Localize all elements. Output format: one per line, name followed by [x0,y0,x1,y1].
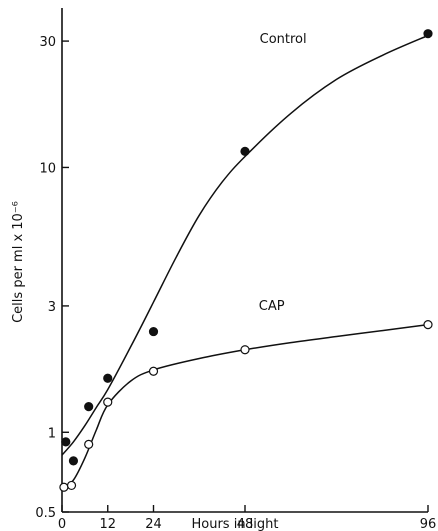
curve-control [61,34,429,456]
data-point-control [423,29,433,39]
y-tick-label: 10 [39,161,56,176]
series-label-cap: CAP [259,299,285,314]
data-point-cap [240,345,250,355]
x-tick-label: 96 [420,517,437,531]
data-point-control [148,326,159,337]
data-point-cap [84,439,94,449]
data-point-control [103,373,113,383]
x-tick-label: 24 [145,517,162,531]
x-tick-label: 0 [58,517,66,531]
series-label-control: Control [260,32,307,47]
data-point-control [68,456,79,466]
data-points [59,29,433,492]
y-tick-label: 1 [48,426,56,441]
y-tick-label: 30 [39,35,56,50]
chart-labels: Hours in light Cells per ml x 10⁻⁶ Contr… [11,32,307,531]
axes [61,8,428,513]
x-tick-label: 48 [237,517,254,531]
y-tick-label: 3 [48,300,56,315]
data-point-cap [103,397,113,407]
y-tick-label: 0.5 [35,506,56,521]
series-curves [61,34,429,492]
data-point-cap [423,320,433,330]
data-point-control [61,437,71,447]
data-point-cap [148,366,159,376]
y-axis-label: Cells per ml x 10⁻⁶ [11,201,26,323]
x-axis-label: Hours in light [191,517,278,531]
data-point-control [240,146,250,156]
x-tick-label: 12 [99,517,116,531]
data-point-cap [66,480,77,491]
data-point-control [84,402,94,412]
ticks: 0.5 1 3 10 30 0 12 24 48 96 [35,35,436,531]
data-point-cap [59,482,69,492]
